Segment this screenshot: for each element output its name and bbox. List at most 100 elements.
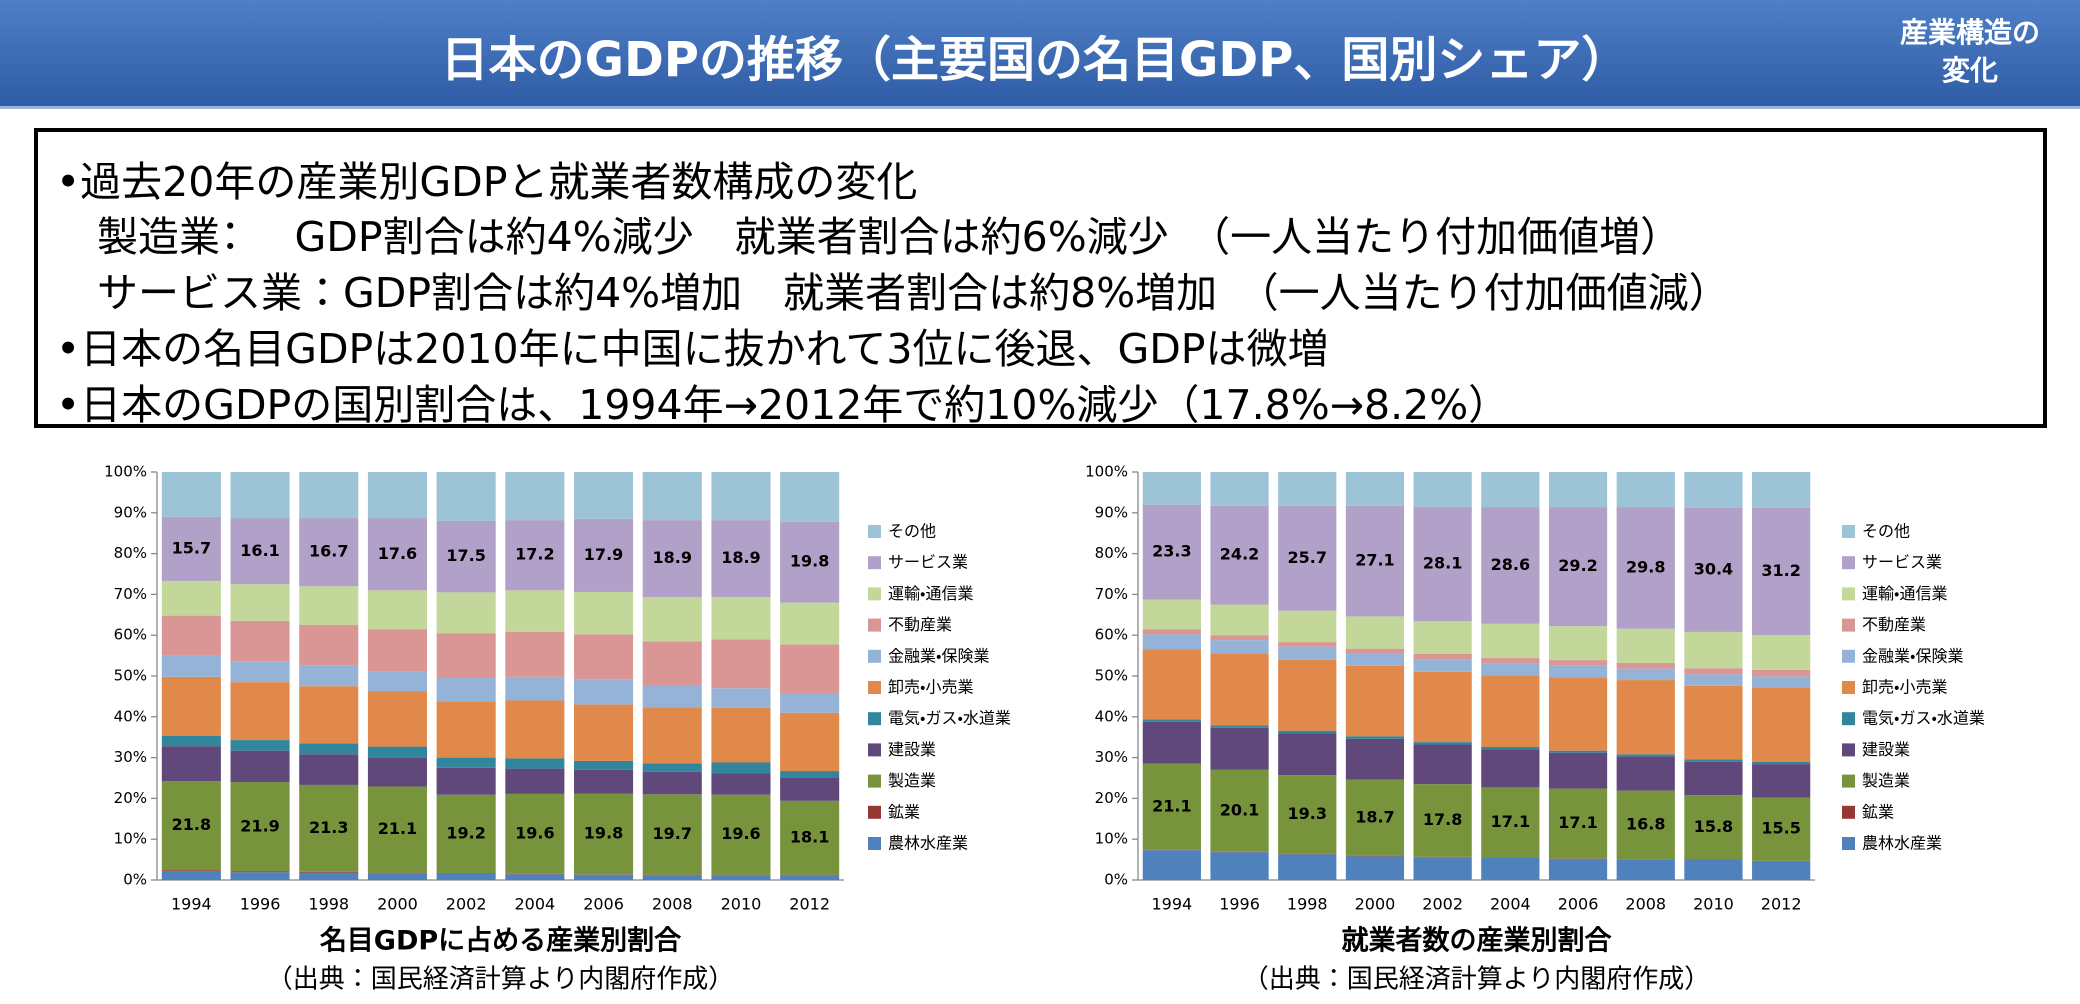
legend-label: サービス業 <box>888 553 968 572</box>
bar-segment <box>367 691 427 747</box>
bar-segment <box>299 665 359 687</box>
legend-swatch <box>1842 712 1855 726</box>
legend-swatch <box>868 556 881 570</box>
y-tick-label: 10% <box>114 830 147 848</box>
bar-segment <box>1413 784 1472 857</box>
data-label: 28.6 <box>1491 555 1530 574</box>
bar-segment <box>230 518 290 585</box>
bar-segment <box>574 704 634 761</box>
bar-segment <box>230 872 290 880</box>
bar-segment <box>1345 616 1405 649</box>
bar-segment <box>367 629 427 672</box>
data-label: 17.8 <box>1423 810 1462 829</box>
data-label: 19.6 <box>721 824 760 843</box>
y-tick-label: 30% <box>1095 748 1128 766</box>
legend-label: 建設業 <box>888 740 936 759</box>
bar-segment <box>1413 621 1472 654</box>
legend-label: 農林水産業 <box>888 834 968 853</box>
bar-segment <box>1616 472 1675 508</box>
legend-label: 卸売・小売業 <box>888 678 973 697</box>
legend-swatch <box>868 618 881 632</box>
bar-segment <box>780 521 840 603</box>
bar-segment <box>367 671 427 692</box>
bar-segment <box>230 620 290 662</box>
bar-segment <box>1548 660 1608 666</box>
bar-segment <box>1345 738 1405 780</box>
bar-segment <box>367 746 427 758</box>
bar-segment <box>1616 668 1675 681</box>
bar-segment <box>1278 733 1337 776</box>
legend-label: 鉱業 <box>888 802 920 821</box>
summary-line: •過去20年の産業別GDPと就業者数構成の変化 <box>56 158 918 206</box>
bar-segment <box>574 793 634 875</box>
bar-segment <box>1210 635 1269 641</box>
section-line: 変化 <box>1941 54 1998 87</box>
bar-segment <box>1210 505 1269 605</box>
bar-segment <box>642 684 702 708</box>
bar-segment <box>1481 658 1540 664</box>
legend-label: 運輸・通信業 <box>1862 584 1947 603</box>
bar-segment <box>780 875 840 880</box>
data-label: 17.6 <box>378 544 417 563</box>
chart-source: （出典：国民経済計算より内閣府作成） <box>267 965 734 995</box>
x-tick-label: 2004 <box>514 895 555 914</box>
bar-segment <box>299 686 359 744</box>
legend-label: 製造業 <box>888 771 936 790</box>
legend-label: 卸売・小売業 <box>1862 678 1947 697</box>
data-label: 17.2 <box>515 545 554 564</box>
bar-segment <box>642 707 702 764</box>
bar-segment <box>1616 756 1675 791</box>
bar-segment <box>1210 604 1269 636</box>
bar-segment <box>574 874 634 880</box>
bar-segment <box>711 794 771 875</box>
bar-segment <box>1142 850 1201 880</box>
bar-segment <box>1684 860 1743 880</box>
bar-segment <box>1278 472 1337 506</box>
bar-segment <box>161 746 221 782</box>
bar-segment <box>1278 854 1337 880</box>
bar-segment <box>230 871 290 873</box>
bar-segment <box>299 754 359 785</box>
bar-segment <box>711 773 771 795</box>
legend-label: 電気・ガス・水道業 <box>1862 709 1985 728</box>
data-label: 20.1 <box>1220 800 1259 819</box>
bar-segment <box>1345 665 1405 737</box>
bar-segment <box>1684 674 1743 686</box>
bar-segment <box>1548 677 1608 751</box>
x-tick-label: 2002 <box>1422 895 1463 914</box>
bar-segment <box>230 782 290 872</box>
bar-segment <box>1684 685 1743 760</box>
bar-segment <box>1752 676 1811 688</box>
bar-segment <box>1413 742 1472 745</box>
summary-line: •日本の名目GDPは2010年に中国に抜かれて3位に後退、GDPは微増 <box>56 325 1329 373</box>
bar-segment <box>574 634 634 680</box>
data-label: 15.7 <box>172 538 211 557</box>
data-label: 16.8 <box>1626 814 1665 833</box>
bar-segment <box>1345 779 1405 856</box>
page-title: 日本のGDPの推移（主要国の名目GDP、国別シェア） <box>440 32 1630 88</box>
bar-segment <box>161 615 221 656</box>
bar-segment <box>1616 790 1675 860</box>
bar-segment <box>574 472 634 519</box>
data-label: 17.9 <box>584 545 623 564</box>
bar-segment <box>1481 857 1540 880</box>
legend-label: 不動産業 <box>1862 615 1926 634</box>
legend-swatch <box>868 587 881 601</box>
data-label: 21.3 <box>309 818 348 837</box>
data-label: 17.1 <box>1558 813 1597 832</box>
legend-label: 建設業 <box>1862 740 1910 759</box>
bar-segment <box>436 678 496 702</box>
legend-label: 鉱業 <box>1862 802 1894 821</box>
legend-swatch <box>1842 587 1855 601</box>
bar-segment <box>642 641 702 685</box>
bar-segment <box>642 597 702 642</box>
bar-segment <box>642 763 702 772</box>
bar-segment <box>161 870 221 872</box>
data-label: 19.7 <box>653 824 692 843</box>
bar-segment <box>505 676 565 701</box>
y-tick-label: 90% <box>114 503 147 521</box>
y-tick-label: 100% <box>104 463 147 481</box>
bar-segment <box>1684 472 1743 508</box>
data-label: 17.1 <box>1491 812 1530 831</box>
data-label: 30.4 <box>1694 559 1733 578</box>
